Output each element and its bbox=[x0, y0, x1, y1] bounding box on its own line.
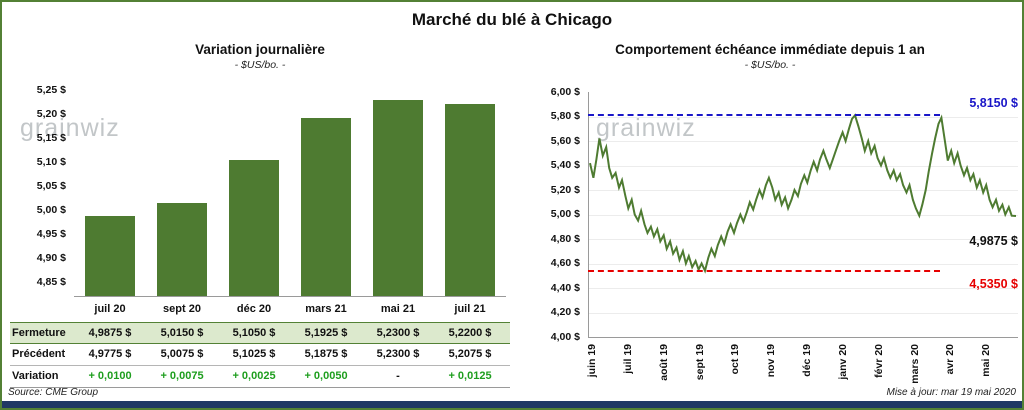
table-cell: 5,2300 $ bbox=[376, 348, 420, 360]
y-axis-tick-label: 4,20 $ bbox=[550, 306, 580, 318]
table-cell: 5,2075 $ bbox=[448, 348, 492, 360]
bar bbox=[445, 104, 495, 296]
y-axis-tick-label: 5,25 $ bbox=[36, 83, 66, 96]
bar-chart: grainwiz 5,25 $5,20 $5,15 $5,10 $5,05 $5… bbox=[10, 84, 510, 322]
y-axis-line bbox=[588, 92, 589, 337]
table-cell: + 0,0125 bbox=[448, 370, 492, 382]
x-axis-line bbox=[588, 337, 1018, 338]
x-axis-category-label: juil 21 bbox=[454, 303, 486, 315]
x-axis-category-label: mars 21 bbox=[305, 303, 347, 315]
y-axis-tick-label: 6,00 $ bbox=[550, 85, 580, 98]
bar bbox=[157, 202, 207, 296]
grid-line bbox=[588, 141, 1018, 142]
y-axis-tick-label: 4,60 $ bbox=[550, 257, 580, 269]
table-cell: 5,1875 $ bbox=[304, 348, 348, 360]
grid-line bbox=[588, 263, 1018, 265]
row-label: Précédent bbox=[12, 348, 66, 360]
y-axis-tick-label: 4,80 $ bbox=[550, 232, 580, 245]
y-axis-tick-label: 4,40 $ bbox=[550, 281, 580, 294]
bottom-bar bbox=[2, 401, 1022, 408]
last-price-label: 4,9875 $ bbox=[969, 234, 1018, 249]
y-axis-tick-label: 5,00 $ bbox=[550, 208, 580, 220]
x-axis-tick-label: avr 20 bbox=[944, 344, 957, 375]
y-axis-tick-label: 5,20 $ bbox=[36, 107, 66, 120]
bar bbox=[373, 99, 423, 296]
y-axis-tick-label: 4,00 $ bbox=[550, 330, 580, 343]
x-axis-tick-label: mars 20 bbox=[908, 344, 921, 384]
line-chart-title: Comportement échéance immédiate depuis 1… bbox=[615, 42, 925, 57]
low-reference-line bbox=[588, 270, 940, 273]
table-cell: - bbox=[396, 370, 400, 382]
x-axis-category-label: déc 20 bbox=[236, 303, 272, 315]
x-axis-tick-label: août 19 bbox=[657, 344, 670, 381]
updated-note: Mise à jour: mar 19 mai 2020 bbox=[886, 387, 1016, 398]
y-axis-tick-label: 5,60 $ bbox=[550, 134, 580, 147]
grid-line bbox=[588, 116, 1018, 118]
x-axis-category-label: juil 20 bbox=[94, 303, 126, 315]
table-cell: 5,2200 $ bbox=[448, 327, 492, 339]
bar bbox=[85, 216, 135, 296]
table-cell: + 0,0075 bbox=[160, 370, 204, 382]
y-axis-tick-label: 4,90 $ bbox=[36, 251, 66, 264]
y-axis-tick-label: 5,10 $ bbox=[36, 155, 66, 168]
y-axis-tick-label: 5,05 $ bbox=[36, 179, 66, 192]
line-chart-subtitle: - $US/bo. - bbox=[744, 59, 796, 71]
high-reference-label: 5,8150 $ bbox=[969, 95, 1018, 110]
x-axis-tick-label: oct 19 bbox=[729, 344, 742, 375]
table-cell: 5,1050 $ bbox=[232, 327, 276, 339]
grid-line bbox=[588, 190, 1018, 191]
row-label: Variation bbox=[12, 370, 59, 382]
grid-line bbox=[588, 288, 1018, 289]
table-cell: + 0,0100 bbox=[88, 370, 132, 382]
source-note: Source: CME Group bbox=[8, 387, 99, 398]
table-row: Variation + 0,0100 + 0,0075 + 0,0025 + 0,005… bbox=[10, 366, 510, 388]
table-cell: 4,9775 $ bbox=[88, 348, 132, 360]
table-cell: 5,1025 $ bbox=[232, 348, 276, 360]
table-cell: 5,1925 $ bbox=[304, 327, 348, 339]
page-title: Marché du blé à Chicago bbox=[411, 10, 613, 29]
x-axis-tick-label: juin 19 bbox=[586, 344, 598, 378]
x-axis-category-label: mai 21 bbox=[380, 303, 416, 315]
bar bbox=[229, 159, 279, 296]
table-cell: + 0,0025 bbox=[232, 370, 276, 382]
x-axis-category-label: sept 20 bbox=[163, 303, 201, 315]
table-cell: 5,0150 $ bbox=[160, 327, 204, 339]
x-axis-line bbox=[74, 296, 506, 297]
bar bbox=[301, 117, 351, 296]
table-cell: 5,2300 $ bbox=[376, 327, 420, 339]
x-axis-tick-label: janv 20 bbox=[836, 344, 849, 380]
y-axis-tick-label: 4,85 $ bbox=[36, 275, 66, 288]
grid-line bbox=[588, 214, 1018, 216]
y-axis-tick-label: 5,15 $ bbox=[36, 131, 66, 144]
price-line-svg bbox=[589, 113, 1017, 274]
x-axis-tick-label: nov 19 bbox=[765, 344, 778, 378]
y-axis-tick-label: 5,00 $ bbox=[36, 203, 66, 216]
x-axis-tick-label: mai 20 bbox=[980, 344, 993, 377]
x-axis-tick-label: déc 19 bbox=[801, 344, 813, 377]
row-label: Fermeture bbox=[12, 327, 66, 339]
grid-line bbox=[588, 239, 1018, 240]
x-axis-tick-label: sept 19 bbox=[693, 344, 706, 381]
grid-line bbox=[588, 165, 1018, 167]
y-axis-tick-label: 5,20 $ bbox=[550, 183, 580, 196]
quotes-table: Fermeture 4,9875 $ 5,0150 $ 5,1050 $ 5,1925 … bbox=[10, 322, 510, 388]
grid-line bbox=[588, 312, 1018, 314]
table-cell: + 0,0050 bbox=[304, 370, 348, 382]
table-cell: 4,9875 $ bbox=[88, 327, 132, 339]
table-row: Fermeture 4,9875 $ 5,0150 $ 5,1050 $ 5,1925 … bbox=[10, 322, 510, 344]
low-reference-label: 4,5350 $ bbox=[969, 277, 1018, 292]
table-row: Précédent 4,9775 $ 5,0075 $ 5,1025 $ 5,1875 … bbox=[10, 344, 510, 366]
bar-chart-subtitle: - $US/bo. - bbox=[234, 59, 286, 71]
y-axis-tick-label: 4,95 $ bbox=[36, 227, 66, 240]
table-cell: 5,0075 $ bbox=[160, 348, 204, 360]
y-axis-tick-label: 5,80 $ bbox=[550, 110, 580, 122]
y-axis-tick-label: 5,40 $ bbox=[550, 159, 580, 171]
x-axis-tick-label: juil 19 bbox=[621, 344, 634, 374]
high-reference-line bbox=[588, 113, 940, 116]
price-line bbox=[589, 113, 1017, 274]
bar-chart-title: Variation journalière bbox=[195, 42, 325, 57]
line-chart: grainwiz 6,00 $5,80 $5,60 $5,40 $5,20 $5… bbox=[520, 86, 1020, 392]
x-axis-tick-label: févr 20 bbox=[872, 344, 885, 378]
